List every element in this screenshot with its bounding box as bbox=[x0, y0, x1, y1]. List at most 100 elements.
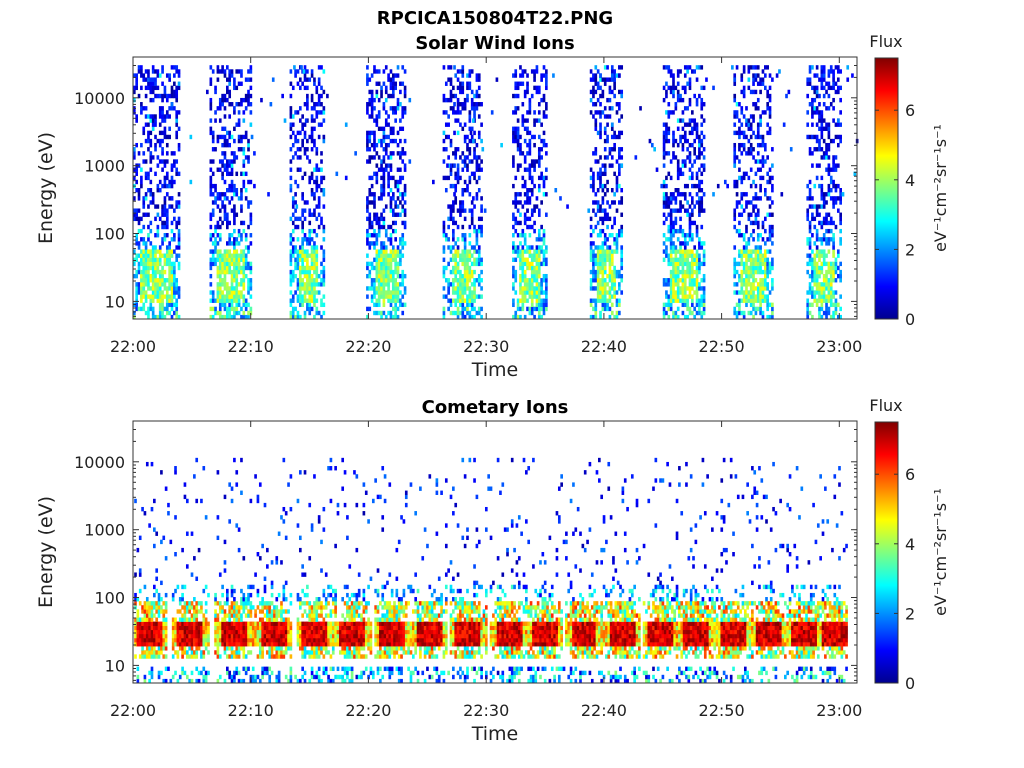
flux-cell bbox=[526, 306, 529, 312]
flux-cell bbox=[298, 314, 302, 320]
flux-cell bbox=[306, 200, 309, 205]
flux-cell bbox=[133, 73, 136, 78]
flux-cell bbox=[173, 179, 176, 185]
flux-cell bbox=[242, 151, 246, 156]
flux-cell bbox=[808, 192, 812, 197]
flux-cell bbox=[170, 282, 174, 287]
flux-cell bbox=[516, 192, 520, 197]
flux-cell bbox=[519, 290, 522, 295]
flux-cell bbox=[672, 294, 675, 299]
flux-cell bbox=[836, 89, 840, 95]
flux-cell bbox=[606, 77, 609, 82]
flux-cell bbox=[173, 310, 176, 316]
flux-cell bbox=[702, 102, 706, 107]
flux-cell bbox=[216, 106, 220, 111]
flux-cell bbox=[477, 77, 481, 82]
flux-cell bbox=[650, 142, 654, 148]
flux-cell bbox=[145, 642, 149, 647]
flux-cell bbox=[399, 155, 402, 160]
flux-cell bbox=[754, 73, 758, 78]
flux-cell bbox=[674, 273, 678, 279]
flux-cell bbox=[533, 306, 536, 312]
flux-cell bbox=[391, 208, 395, 213]
flux-cell bbox=[456, 110, 460, 115]
flux-cell bbox=[380, 249, 383, 254]
flux-cell bbox=[477, 249, 481, 254]
flux-cell bbox=[366, 142, 369, 148]
flux-cell bbox=[370, 224, 374, 230]
flux-cell bbox=[320, 93, 323, 99]
flux-cell bbox=[165, 175, 169, 181]
flux-cell bbox=[233, 138, 236, 144]
flux-cell bbox=[144, 290, 148, 295]
flux-cell bbox=[691, 302, 694, 308]
flux-cell bbox=[676, 118, 680, 123]
flux-cell bbox=[815, 65, 819, 70]
flux-cell bbox=[514, 134, 518, 140]
flux-cell bbox=[519, 212, 522, 217]
flux-cell bbox=[373, 200, 376, 205]
flux-cell bbox=[387, 269, 390, 275]
flux-cell bbox=[161, 273, 164, 279]
flux-cell bbox=[667, 306, 671, 312]
flux-cell bbox=[377, 97, 381, 103]
flux-cell bbox=[391, 196, 395, 201]
flux-cell bbox=[237, 261, 241, 267]
flux-cell bbox=[382, 208, 386, 213]
flux-cell bbox=[610, 200, 614, 205]
flux-cell bbox=[691, 200, 694, 205]
flux-cell bbox=[247, 200, 250, 205]
flux-cell bbox=[177, 200, 181, 205]
flux-cell bbox=[366, 147, 369, 152]
flux-cell bbox=[827, 294, 831, 299]
flux-cell bbox=[235, 122, 239, 127]
flux-cell bbox=[681, 298, 685, 303]
flux-cell bbox=[771, 188, 774, 193]
flux-cell bbox=[606, 273, 609, 279]
flux-cell bbox=[158, 93, 162, 99]
flux-cell bbox=[742, 69, 746, 74]
flux-cell bbox=[662, 306, 666, 312]
flux-cell bbox=[165, 257, 169, 262]
flux-cell bbox=[473, 114, 476, 119]
flux-cell bbox=[233, 237, 236, 242]
flux-cell bbox=[391, 273, 395, 279]
flux-cell bbox=[396, 151, 400, 156]
flux-cell bbox=[475, 249, 479, 254]
flux-cell bbox=[313, 290, 316, 295]
flux-cell bbox=[740, 106, 744, 111]
flux-cell bbox=[639, 106, 642, 111]
flux-cell bbox=[463, 134, 467, 140]
flux-cell bbox=[368, 130, 372, 136]
flux-cell bbox=[230, 257, 234, 262]
flux-cell bbox=[754, 261, 758, 267]
flux-cell bbox=[377, 114, 381, 119]
flux-cell bbox=[540, 237, 543, 242]
flux-cell bbox=[145, 605, 149, 610]
flux-cell bbox=[674, 220, 678, 226]
flux-cell bbox=[667, 102, 671, 107]
flux-cell bbox=[163, 261, 167, 267]
flux-cell bbox=[461, 200, 465, 205]
flux-cell bbox=[214, 237, 217, 242]
flux-cell bbox=[686, 183, 689, 189]
flux-cell bbox=[662, 314, 666, 320]
flux-cell bbox=[466, 249, 469, 254]
flux-cell bbox=[244, 93, 248, 99]
flux-cell bbox=[618, 228, 621, 234]
flux-cell bbox=[759, 257, 762, 262]
flux-cell bbox=[681, 233, 685, 238]
flux-cell bbox=[601, 253, 605, 258]
flux-cell bbox=[599, 282, 602, 287]
flux-cell bbox=[459, 212, 462, 217]
flux-cell bbox=[296, 69, 300, 74]
flux-cell bbox=[175, 245, 179, 250]
flux-cell bbox=[401, 245, 405, 250]
flux-cell bbox=[209, 233, 213, 238]
flux-cell bbox=[310, 294, 314, 299]
flux-cell bbox=[542, 253, 546, 258]
flux-cell bbox=[161, 114, 164, 119]
flux-cell bbox=[832, 245, 835, 250]
flux-cell bbox=[399, 126, 402, 131]
flux-cell bbox=[662, 163, 666, 168]
